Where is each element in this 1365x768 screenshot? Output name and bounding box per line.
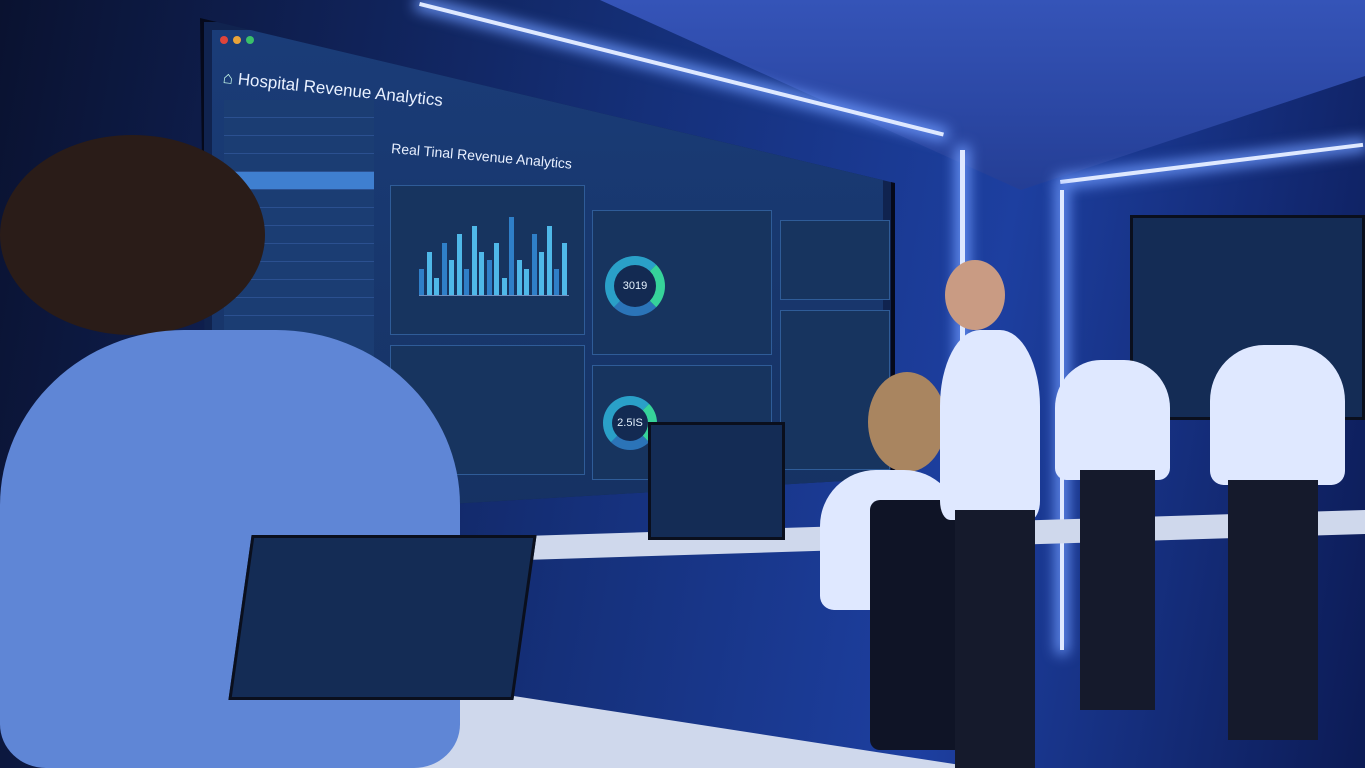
bar bbox=[516, 260, 522, 295]
bar bbox=[494, 243, 499, 295]
bar bbox=[441, 243, 447, 295]
seated-person-head bbox=[868, 372, 946, 472]
bar bbox=[486, 260, 492, 295]
bar bbox=[509, 217, 514, 295]
presenter-head bbox=[945, 260, 1005, 330]
sidebar-item[interactable] bbox=[224, 136, 374, 154]
sidebar-item[interactable] bbox=[224, 154, 374, 172]
bar bbox=[479, 251, 484, 295]
sidebar-item[interactable] bbox=[224, 190, 374, 208]
person-left-head bbox=[0, 135, 265, 335]
summary-panel: 3019 bbox=[592, 210, 772, 355]
standing-man-legs bbox=[1228, 480, 1318, 740]
donut-value: 3019 bbox=[622, 280, 648, 292]
gauges-panel bbox=[780, 220, 890, 300]
presenter-legs bbox=[955, 510, 1035, 768]
maximize-dot-icon[interactable] bbox=[246, 36, 254, 44]
sidebar-item-selected[interactable] bbox=[224, 172, 374, 190]
presenter-body bbox=[940, 330, 1040, 520]
tablet bbox=[228, 535, 537, 700]
sidebar-item[interactable] bbox=[224, 280, 374, 298]
sidebar-item[interactable] bbox=[224, 298, 374, 316]
bar bbox=[456, 234, 462, 295]
bar bbox=[554, 269, 559, 295]
bar bbox=[501, 277, 507, 295]
bar-chart bbox=[419, 216, 569, 296]
close-dot-icon[interactable] bbox=[220, 36, 228, 44]
sidebar-item[interactable] bbox=[224, 226, 374, 244]
bar bbox=[449, 260, 454, 295]
bar bbox=[539, 251, 544, 295]
sidebar-item[interactable] bbox=[224, 118, 374, 136]
bar bbox=[561, 243, 567, 295]
minimize-dot-icon[interactable] bbox=[233, 36, 241, 44]
bar bbox=[464, 269, 469, 295]
bar bbox=[434, 277, 439, 295]
sidebar-item[interactable] bbox=[224, 262, 374, 280]
standing-woman-body bbox=[1055, 360, 1170, 480]
donut-value-2: 2.5IS bbox=[617, 417, 643, 429]
standing-woman-legs bbox=[1080, 470, 1155, 710]
window-controls bbox=[220, 36, 254, 44]
bar bbox=[524, 269, 529, 295]
bar bbox=[426, 251, 432, 295]
bar bbox=[531, 234, 537, 295]
desk-monitor bbox=[648, 422, 785, 540]
sidebar-item[interactable] bbox=[224, 100, 374, 118]
sidebar-item[interactable] bbox=[224, 244, 374, 262]
bar bbox=[471, 225, 477, 295]
bar bbox=[546, 225, 552, 295]
sidebar-item[interactable] bbox=[224, 208, 374, 226]
standing-man-body bbox=[1210, 345, 1345, 485]
donut-gauge: 3019 bbox=[605, 256, 665, 316]
main-heading: Real Tinal Revenue Analytics bbox=[390, 140, 573, 172]
bar bbox=[419, 269, 424, 295]
revenue-bar-chart-panel bbox=[390, 185, 585, 335]
